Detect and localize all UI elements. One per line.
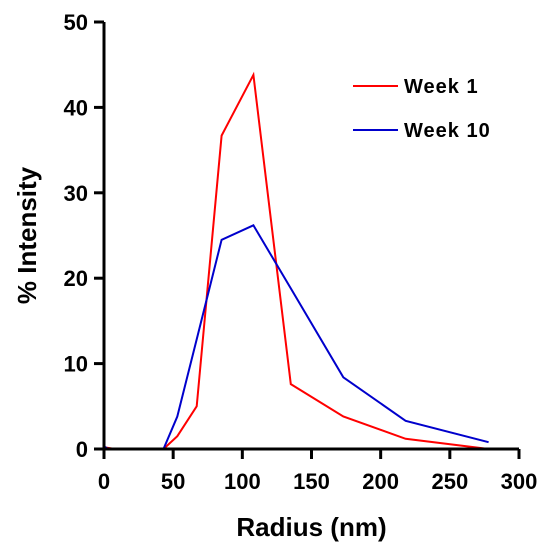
ticks: 0 50 100 150 200 250 300 0 10 20 30 40 50 [64,10,538,494]
legend-label-1: Week 1 [404,76,479,98]
x-tick-label: 200 [362,469,399,494]
y-axis-title: % Intensity [12,166,42,304]
y-tick-label: 10 [64,352,88,377]
x-tick-label: 250 [431,469,468,494]
x-tick-label: 0 [98,469,110,494]
y-tick-label: 40 [64,95,88,120]
y-tick-label: 0 [76,437,88,462]
x-tick-label: 100 [224,469,261,494]
x-axis-title: Radius (nm) [236,512,386,542]
x-tick-label: 150 [293,469,330,494]
y-tick-label: 20 [64,266,88,291]
y-tick-label: 50 [64,10,88,35]
x-tick-label: 300 [501,469,538,494]
y-tick-label: 30 [64,181,88,206]
legend: Week 1 Week 10 [353,76,491,142]
series-line-2 [103,224,489,450]
x-tick-label: 50 [161,469,185,494]
legend-label-2: Week 10 [404,120,491,142]
